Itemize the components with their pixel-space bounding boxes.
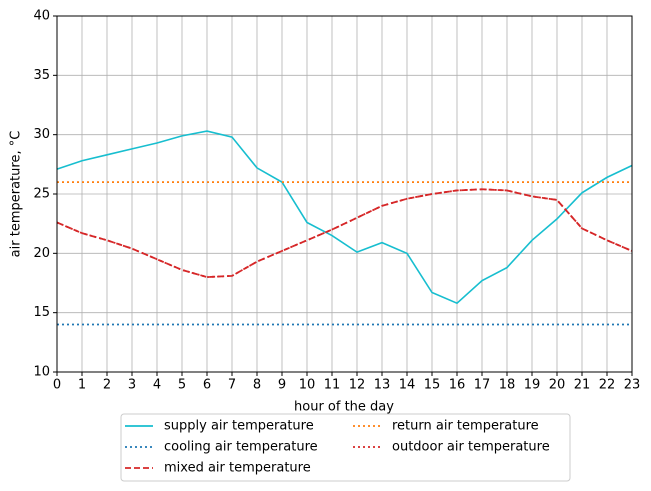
x-tick-label: 15 — [424, 378, 441, 393]
x-tick-label: 5 — [178, 378, 186, 393]
x-tick-label: 10 — [299, 378, 316, 393]
series-line — [56, 130, 633, 305]
x-tick-label: 17 — [474, 378, 491, 393]
series-line — [56, 188, 633, 278]
x-tick-label: 18 — [499, 378, 516, 393]
x-tick-label: 11 — [324, 378, 341, 393]
y-tick-label: 15 — [33, 305, 50, 320]
x-tick-label: 23 — [624, 378, 641, 393]
y-tick-label: 30 — [33, 127, 50, 142]
legend-label: mixed air temperature — [164, 461, 311, 476]
y-tick-label: 20 — [33, 246, 50, 261]
legend-label: return air temperature — [392, 419, 539, 434]
x-tick-label: 16 — [449, 378, 466, 393]
y-axis-label: air temperature, °C — [9, 131, 24, 258]
x-tick-label: 3 — [128, 378, 136, 393]
legend-label: cooling air temperature — [164, 440, 318, 455]
legend-label: supply air temperature — [164, 419, 314, 434]
x-tick-label: 12 — [349, 378, 366, 393]
x-tick-label: 9 — [278, 378, 286, 393]
x-tick-label: 20 — [549, 378, 566, 393]
plot-frame — [56, 15, 633, 373]
y-tick-label: 40 — [33, 9, 50, 24]
x-tick-label: 2 — [103, 378, 111, 393]
x-tick-label: 1 — [78, 378, 86, 393]
y-tick-label: 10 — [33, 365, 50, 380]
x-tick-label: 7 — [228, 378, 236, 393]
x-tick-label: 21 — [574, 378, 591, 393]
x-tick-label: 0 — [53, 378, 61, 393]
x-tick-label: 4 — [153, 378, 161, 393]
x-tick-label: 6 — [203, 378, 211, 393]
x-tick-label: 22 — [599, 378, 616, 393]
y-tick-label: 35 — [33, 68, 50, 83]
y-tick-label: 25 — [33, 187, 50, 202]
x-tick-label: 14 — [399, 378, 416, 393]
x-tick-label: 13 — [374, 378, 391, 393]
legend-label: outdoor air temperature — [392, 440, 550, 455]
x-axis-label: hour of the day — [294, 400, 394, 415]
legend-box — [120, 413, 571, 482]
x-tick-label: 19 — [524, 378, 541, 393]
series-line — [56, 188, 633, 278]
x-tick-label: 8 — [253, 378, 261, 393]
